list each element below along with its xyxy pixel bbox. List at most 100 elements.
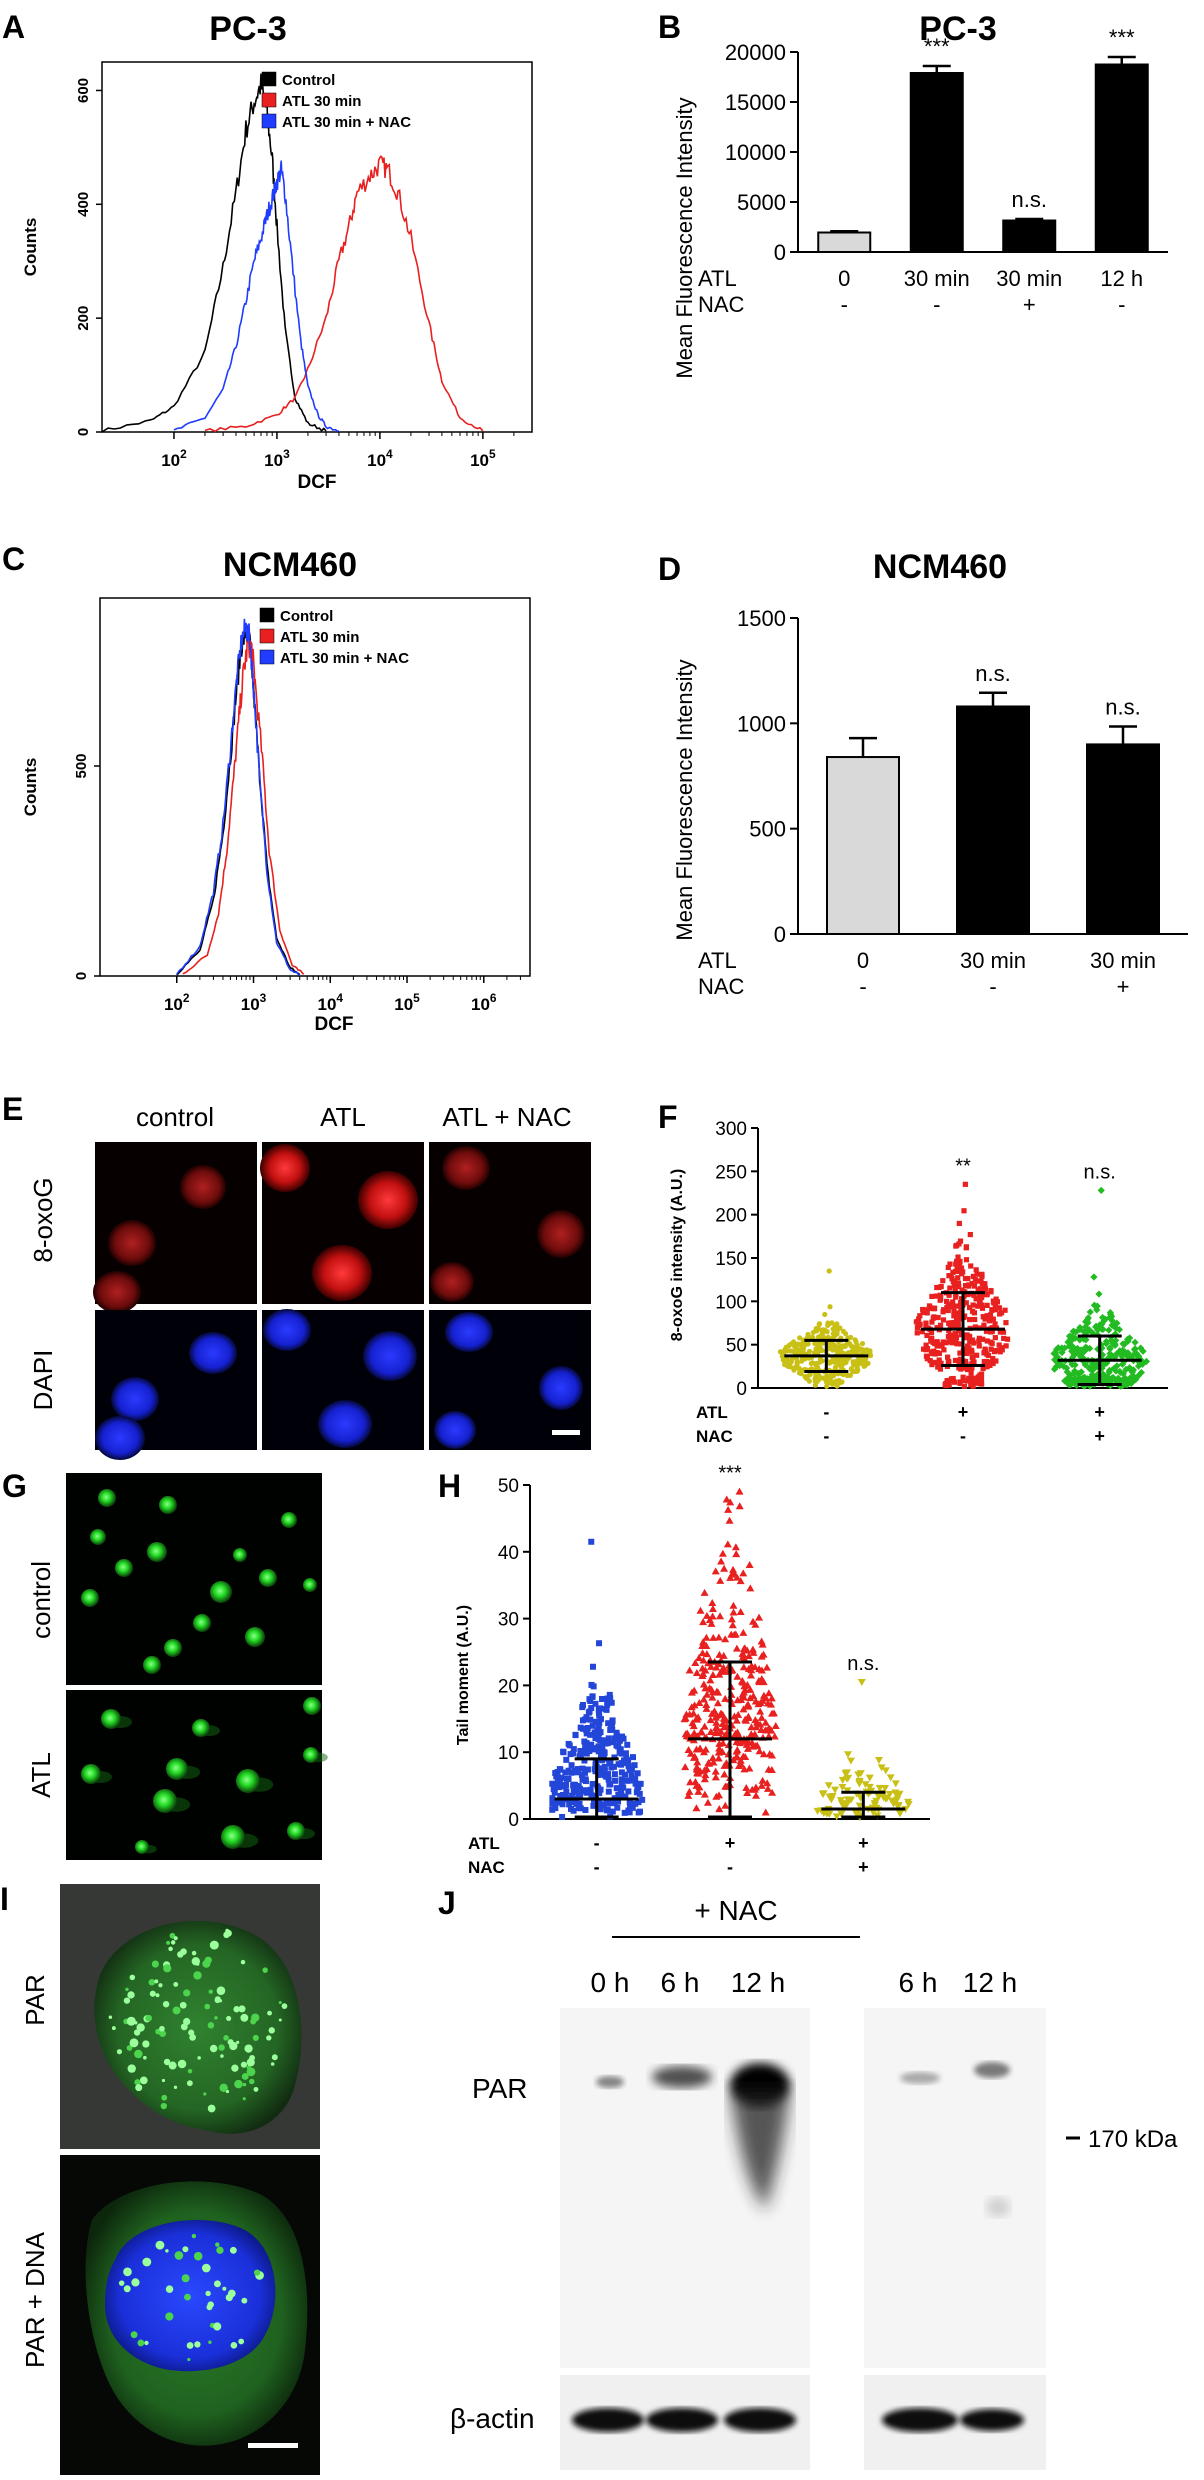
data-point [1089, 1373, 1097, 1381]
data-point [637, 1808, 644, 1815]
data-point [810, 1334, 816, 1341]
data-point [747, 1666, 756, 1674]
data-point [1120, 1340, 1129, 1348]
band-actin [572, 2408, 644, 2432]
data-point [701, 1745, 710, 1753]
data-point [841, 1803, 849, 1811]
data-point [951, 1282, 957, 1288]
data-point [984, 1302, 990, 1308]
par-focus [162, 2000, 170, 2008]
data-point [559, 1801, 566, 1808]
data-point [757, 1637, 766, 1645]
data-point [597, 1716, 604, 1723]
data-point [714, 1633, 723, 1641]
data-point [738, 1677, 747, 1685]
data-point [889, 1800, 898, 1808]
y-tick-label: 200 [75, 306, 92, 331]
par-focus [166, 1940, 171, 1945]
data-point [841, 1770, 850, 1778]
nucleus [442, 1146, 490, 1190]
x-axis: 102 103 104 105 106 [164, 976, 521, 1014]
data-point [963, 1244, 970, 1250]
data-point [988, 1289, 994, 1295]
data-point [701, 1666, 710, 1674]
data-point [631, 1762, 638, 1769]
data-point [729, 1608, 738, 1616]
par-focus [219, 2083, 228, 2093]
data-point [1111, 1323, 1119, 1331]
par-focus [278, 2000, 282, 2005]
comet-head [221, 1825, 245, 1849]
par-focus [240, 2061, 247, 2068]
nucleus [108, 1220, 156, 1266]
nac-label: - [841, 292, 848, 317]
data-point [946, 1292, 952, 1298]
data-point [743, 1789, 752, 1797]
chart-title: NCM460 [223, 546, 357, 584]
data-point [948, 1320, 954, 1326]
data-point [1119, 1375, 1128, 1383]
panel-letter: B [658, 9, 681, 45]
chart-title: NCM460 [873, 548, 1007, 586]
nucleus [189, 1332, 237, 1374]
data-point [836, 1377, 842, 1384]
data-point [746, 1685, 755, 1693]
data-point [595, 1706, 602, 1713]
data-point [698, 1671, 707, 1679]
row-label-atl: ATL [698, 948, 737, 973]
data-point [971, 1340, 977, 1346]
comet-head [153, 1789, 177, 1813]
data-point [574, 1766, 581, 1773]
data-point [797, 1341, 803, 1348]
data-point [858, 1346, 864, 1352]
y-tick-label: 0 [75, 428, 92, 436]
nucleus [318, 1400, 372, 1448]
data-point [718, 1719, 727, 1727]
data-point [699, 1656, 708, 1664]
y-axis-label: Tail moment (A.U.) [455, 1605, 472, 1745]
x-tick-label: 103 [241, 991, 267, 1014]
data-point [938, 1295, 944, 1301]
data-point [955, 1280, 962, 1286]
data-point [635, 1784, 642, 1791]
data-point [594, 1727, 601, 1734]
significance-label: n.s. [847, 1653, 879, 1675]
par-focus [186, 2342, 194, 2349]
blot-membrane-par [560, 2008, 810, 2368]
row-label-nac: NAC [696, 1427, 733, 1446]
data-point [596, 1719, 603, 1726]
data-point [960, 1377, 967, 1384]
data-point [712, 1718, 721, 1726]
par-focus [108, 2015, 113, 2020]
data-point [550, 1786, 557, 1793]
data-point [708, 1598, 717, 1606]
par-focus [181, 2274, 190, 2283]
data-point [718, 1739, 727, 1747]
data-point [713, 1699, 722, 1707]
data-point [606, 1800, 613, 1807]
significance-label: n.s. [1084, 1161, 1116, 1183]
data-point [786, 1342, 792, 1348]
data-point [923, 1307, 929, 1313]
data-point [560, 1748, 567, 1755]
par-focus [231, 2064, 239, 2072]
data-point [848, 1366, 854, 1372]
data-point [607, 1695, 614, 1702]
y-axis-label: Mean Fluorescence Intensity [672, 659, 697, 940]
data-point [602, 1705, 609, 1712]
data-point [731, 1630, 740, 1638]
data-point [829, 1381, 835, 1387]
data-point [1004, 1336, 1011, 1342]
par-focus [218, 1999, 223, 2003]
data-point [953, 1294, 959, 1300]
data-point [855, 1780, 864, 1788]
data-point [732, 1644, 741, 1652]
data-point [839, 1343, 845, 1349]
data-point [589, 1663, 596, 1670]
data-point [957, 1258, 963, 1264]
data-point [613, 1785, 620, 1792]
data-point [733, 1672, 742, 1680]
data-point [613, 1731, 620, 1738]
par-focus [160, 2102, 167, 2110]
bar [1002, 219, 1057, 253]
